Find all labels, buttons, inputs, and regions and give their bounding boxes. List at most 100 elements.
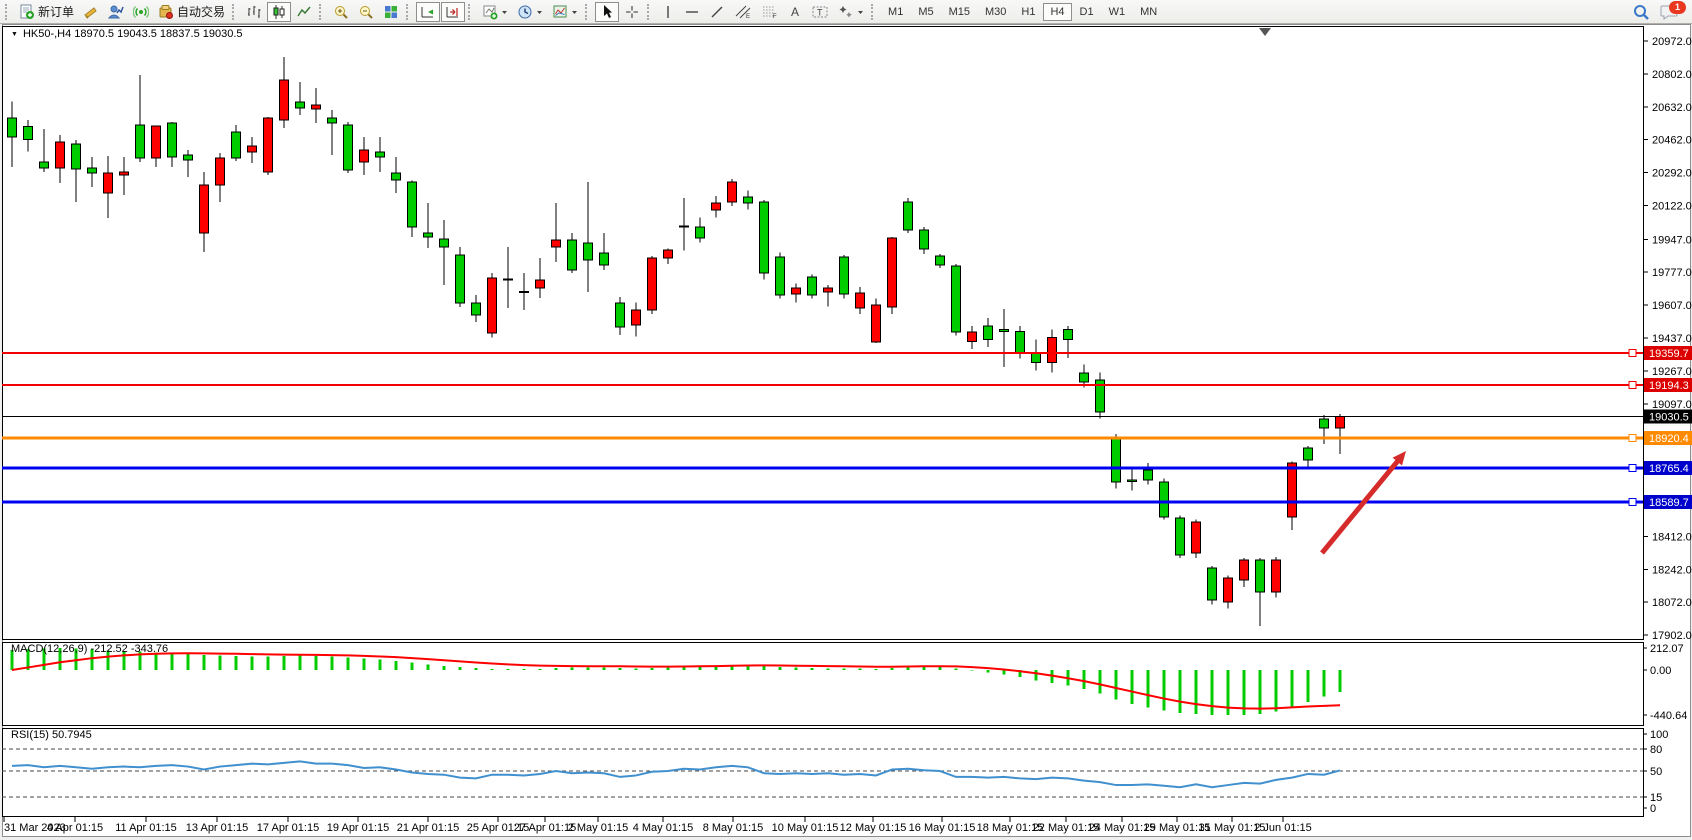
profile-chart-button[interactable]: [104, 2, 128, 22]
hline-handle[interactable]: [1628, 380, 1637, 389]
candle-down: [407, 181, 417, 228]
toolbar-grip[interactable]: [871, 3, 876, 20]
price-tick-label: 20292.0: [1652, 168, 1692, 180]
chevron-down-icon: [572, 10, 578, 14]
price-badge: [1644, 494, 1692, 509]
macd-label: MACD(12,26,9) -212.52 -343.76: [11, 643, 169, 655]
horizontal-line-icon: [686, 10, 699, 13]
toolbar-grip[interactable]: [5, 3, 10, 20]
tab-d1[interactable]: D1: [1073, 3, 1101, 21]
cursor-button[interactable]: [595, 1, 620, 22]
chevron-down-icon: ▼: [11, 31, 18, 38]
toolbar-grip[interactable]: [647, 3, 652, 20]
toolbar-grip[interactable]: [468, 3, 473, 20]
toolbar-grip[interactable]: [232, 3, 237, 20]
vertical-line-button[interactable]: [657, 2, 679, 22]
price-tick-label: 19607.0: [1652, 300, 1692, 312]
templates-dropdown[interactable]: [548, 2, 582, 22]
tab-m30[interactable]: M30: [978, 3, 1013, 21]
hline-handle[interactable]: [1628, 348, 1637, 357]
date-label: 11 Apr 01:15: [115, 822, 177, 834]
tab-m5[interactable]: M5: [911, 3, 940, 21]
svg-text:F: F: [773, 14, 777, 20]
chart-shift-marker[interactable]: [1259, 28, 1271, 36]
candle-down: [775, 256, 785, 296]
chart-shift-button[interactable]: [441, 1, 466, 22]
text-label-icon: T: [812, 6, 828, 17]
auto-trading-label: 自动交易: [177, 5, 226, 19]
equidistant-channel-icon: E: [735, 5, 751, 20]
candle-down: [1175, 517, 1185, 556]
candle-up: [647, 257, 657, 311]
zoom-in-button[interactable]: [329, 2, 353, 22]
candle-down: [1111, 437, 1121, 483]
fibonacci-button[interactable]: F: [757, 2, 783, 22]
hline-handle[interactable]: [1628, 433, 1637, 442]
tab-m1[interactable]: M1: [881, 3, 910, 21]
equidistant-channel-button[interactable]: E: [730, 2, 756, 22]
text-label-button[interactable]: T: [807, 2, 833, 22]
signal-button[interactable]: [129, 2, 153, 22]
candle-down: [999, 329, 1009, 333]
tab-h4[interactable]: H4: [1043, 2, 1072, 21]
search-button[interactable]: [1628, 2, 1654, 22]
svg-text:E: E: [746, 14, 750, 20]
candle-up: [1271, 559, 1281, 593]
tab-h1[interactable]: H1: [1014, 3, 1042, 21]
notifications-button[interactable]: 1: [1655, 0, 1686, 22]
candle-down: [743, 196, 753, 204]
text-button[interactable]: A: [784, 2, 806, 22]
crosshair-button[interactable]: [620, 2, 644, 22]
rsi-line: [11, 760, 1341, 789]
toolbar-grip[interactable]: [319, 3, 324, 20]
candle-up: [103, 172, 113, 194]
candle-up: [887, 237, 897, 308]
search-icon: [1634, 4, 1649, 20]
candle-up: [1335, 416, 1345, 429]
auto-trading-button[interactable]: 自动交易: [154, 2, 229, 22]
tab-w1[interactable]: W1: [1102, 3, 1133, 21]
candle-up: [1191, 521, 1201, 554]
candles-layer: [7, 57, 1345, 626]
bar-chart-button[interactable]: [242, 2, 266, 22]
zoom-out-button[interactable]: [354, 2, 378, 22]
shapes-dropdown[interactable]: [834, 2, 868, 22]
horizontal-line-button[interactable]: [680, 2, 704, 22]
new-order-button[interactable]: 新订单: [15, 2, 78, 22]
candle-down: [439, 238, 449, 248]
candle-up: [1239, 559, 1249, 581]
candle-down: [135, 124, 145, 159]
candle-down: [231, 131, 241, 159]
date-label: 2 Jun 01:15: [1254, 822, 1312, 834]
candle-up: [263, 117, 273, 173]
toolbar-grip[interactable]: [585, 3, 590, 20]
toolbar: 新订单 自动交易: [0, 0, 1692, 24]
tab-m15[interactable]: M15: [942, 3, 977, 21]
toolbar-grip[interactable]: [406, 3, 411, 20]
hline-handle[interactable]: [1628, 497, 1637, 506]
tile-windows-button[interactable]: [379, 2, 403, 22]
tab-mn[interactable]: MN: [1133, 3, 1164, 21]
periods-dropdown[interactable]: [513, 2, 547, 22]
line-chart-button[interactable]: [292, 2, 316, 22]
candle-down: [503, 278, 513, 281]
auto-scroll-button[interactable]: [416, 1, 441, 22]
price-tick-label: 18072.0: [1652, 597, 1692, 609]
megaphone-button[interactable]: [79, 2, 103, 22]
hline-handle[interactable]: [1628, 463, 1637, 472]
new-chart-dropdown[interactable]: [478, 2, 512, 22]
trendline-button[interactable]: [705, 2, 729, 22]
trend-arrow-head[interactable]: [1392, 451, 1406, 466]
date-label: 13 Apr 01:15: [186, 822, 248, 834]
candle-down: [39, 161, 49, 169]
candle-down: [1207, 567, 1217, 601]
candle-up: [215, 157, 225, 186]
candlestick-chart-button[interactable]: [267, 1, 292, 22]
trend-arrow[interactable]: [1320, 455, 1403, 555]
price-tick-label: 20632.0: [1652, 102, 1692, 114]
price-tick-label: 19097.0: [1652, 399, 1692, 411]
candle-down: [423, 232, 433, 238]
